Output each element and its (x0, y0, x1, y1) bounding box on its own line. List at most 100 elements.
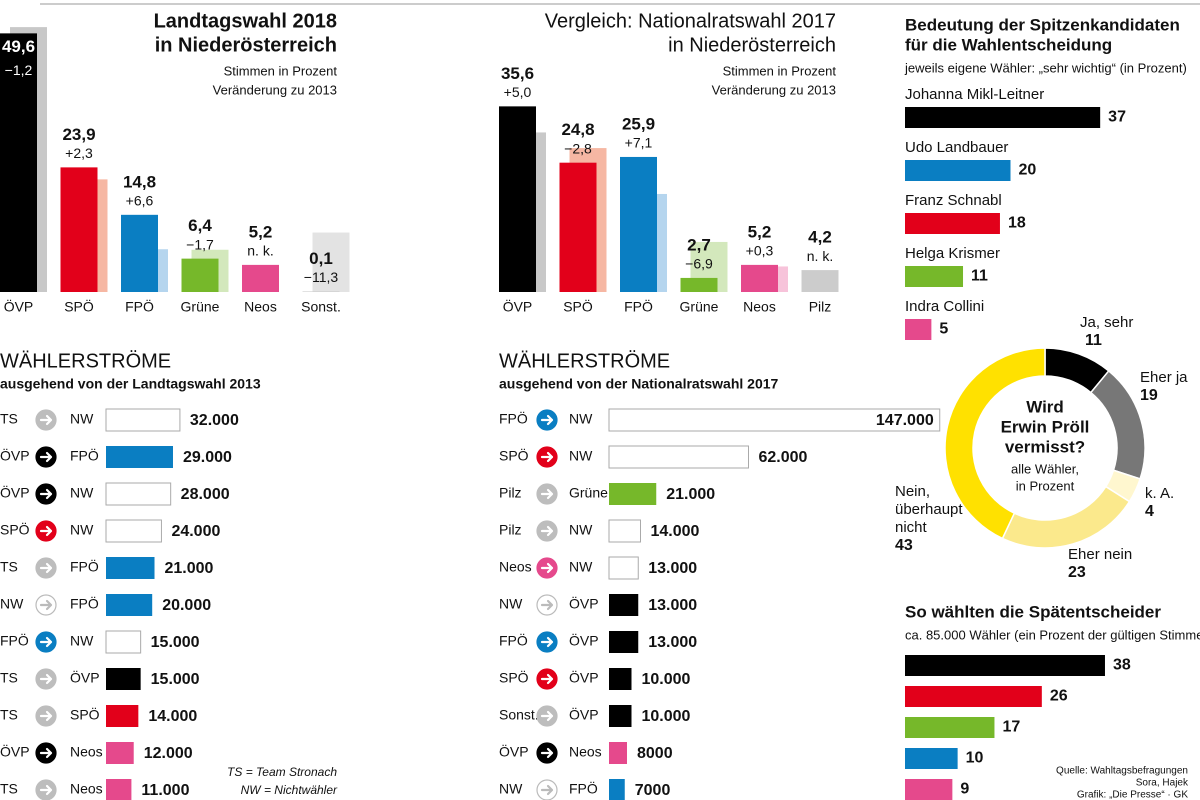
bar (905, 319, 932, 340)
bar (106, 446, 173, 468)
arrow (39, 451, 53, 463)
category-label: ÖVP (4, 298, 34, 315)
value-label: 49,6 (2, 37, 35, 56)
from-label: SPÖ (499, 447, 529, 464)
from-label: ÖVP (0, 743, 30, 760)
to-label: NW (70, 485, 94, 501)
arrow (39, 562, 53, 574)
bar (801, 270, 839, 292)
to-label: FPÖ (70, 447, 99, 464)
value-label: 25,9 (622, 114, 655, 133)
segment-label: Eher nein (1068, 546, 1132, 563)
chart-title: WÄHLERSTRÖME (0, 350, 171, 372)
chart-title: Bedeutung der Spitzenkandidaten (905, 15, 1180, 34)
value-label: 10.000 (642, 708, 691, 725)
to-label: ÖVP (70, 669, 100, 686)
bar (609, 483, 657, 505)
value-label: 35,6 (501, 64, 534, 83)
chart-title: Landtagswahl 2018 (154, 10, 337, 32)
chart-title: Vergleich: Nationalratswahl 2017 (545, 10, 836, 32)
chart-title: So wählten die Spätentscheider (905, 602, 1161, 621)
category-label: Franz Schnabl (905, 192, 1002, 209)
category-label: SPÖ (64, 298, 94, 315)
arrow (540, 488, 554, 500)
source: Sora, Hajek (1136, 778, 1189, 789)
value-label: 147.000 (876, 412, 934, 429)
to-label: SPÖ (70, 706, 100, 723)
category-label: Pilz (809, 299, 832, 315)
segment-label: Eher ja (1140, 369, 1188, 386)
donut-segment (1001, 485, 1131, 549)
change-label: +2,3 (65, 145, 93, 161)
donut-title: Erwin Pröll (1001, 417, 1090, 436)
chart-title: WÄHLERSTRÖME (499, 350, 670, 372)
bar (302, 291, 340, 292)
change-label: +0,3 (746, 243, 774, 259)
bar (242, 264, 279, 292)
donut-title: Wird (1026, 397, 1064, 416)
value-label: 9 (960, 781, 969, 798)
arrow (39, 599, 53, 611)
value-label: 21.000 (165, 560, 214, 577)
to-label: NW (569, 522, 593, 538)
value-label: 15.000 (151, 671, 200, 688)
to-label: ÖVP (569, 632, 599, 649)
value-label: 24.000 (171, 523, 220, 540)
bar (608, 408, 941, 432)
value-label: 5,2 (249, 222, 273, 241)
change-label: n. k. (247, 243, 273, 259)
category-label: Johanna Mikl-Leitner (905, 86, 1044, 103)
category-label: ÖVP (503, 298, 533, 315)
chart-subtitle: Stimmen in Prozent (723, 63, 837, 78)
to-label: FPÖ (569, 780, 598, 797)
category-label: Indra Collini (905, 298, 984, 315)
to-label: ÖVP (569, 706, 599, 723)
value-label: 11 (971, 268, 988, 285)
from-label: Neos (499, 559, 532, 575)
bar (608, 445, 749, 469)
footnote: NW = Nichtwähler (241, 783, 338, 797)
arrow (540, 599, 554, 611)
change-label: −11,3 (304, 269, 339, 285)
bar (680, 277, 718, 292)
change-label: −2,8 (564, 140, 592, 156)
value-label: 23,9 (62, 125, 95, 144)
bar (609, 594, 639, 616)
value-label: 5 (939, 321, 948, 338)
change-label: +7,1 (625, 135, 653, 151)
value-label: 28.000 (181, 486, 230, 503)
value-label: 24,8 (561, 120, 594, 139)
arrow (540, 710, 554, 722)
value-label: 0,1 (309, 249, 333, 268)
arrow (39, 636, 53, 648)
category-label: Grüne (181, 299, 220, 315)
bar (105, 630, 142, 654)
from-label: FPÖ (499, 632, 528, 649)
bar (105, 408, 181, 432)
value-label: 12.000 (144, 745, 193, 762)
value-label: 17 (1002, 719, 1020, 736)
bar (105, 482, 172, 506)
arrow (39, 488, 53, 500)
bar (905, 779, 953, 800)
arrow (540, 414, 554, 426)
change-label: −1,7 (186, 236, 214, 252)
value-label: 26 (1050, 688, 1068, 705)
to-label: FPÖ (70, 595, 99, 612)
value-label: 2,7 (687, 235, 711, 254)
change-label: −1,2 (5, 62, 33, 78)
arrow (540, 451, 554, 463)
bar (608, 556, 639, 580)
value-label: 62.000 (759, 449, 808, 466)
source: Quelle: Wahltagsbefragungen (1056, 766, 1188, 777)
previous-bar (312, 232, 350, 292)
bar (559, 162, 597, 292)
from-label: Pilz (499, 485, 522, 501)
donut-segment (944, 347, 1046, 540)
from-label: SPÖ (499, 669, 529, 686)
bar (499, 106, 536, 292)
arrow (39, 414, 53, 426)
to-label: Neos (569, 744, 602, 760)
value-label: 14.000 (651, 523, 700, 540)
bar (609, 705, 632, 727)
